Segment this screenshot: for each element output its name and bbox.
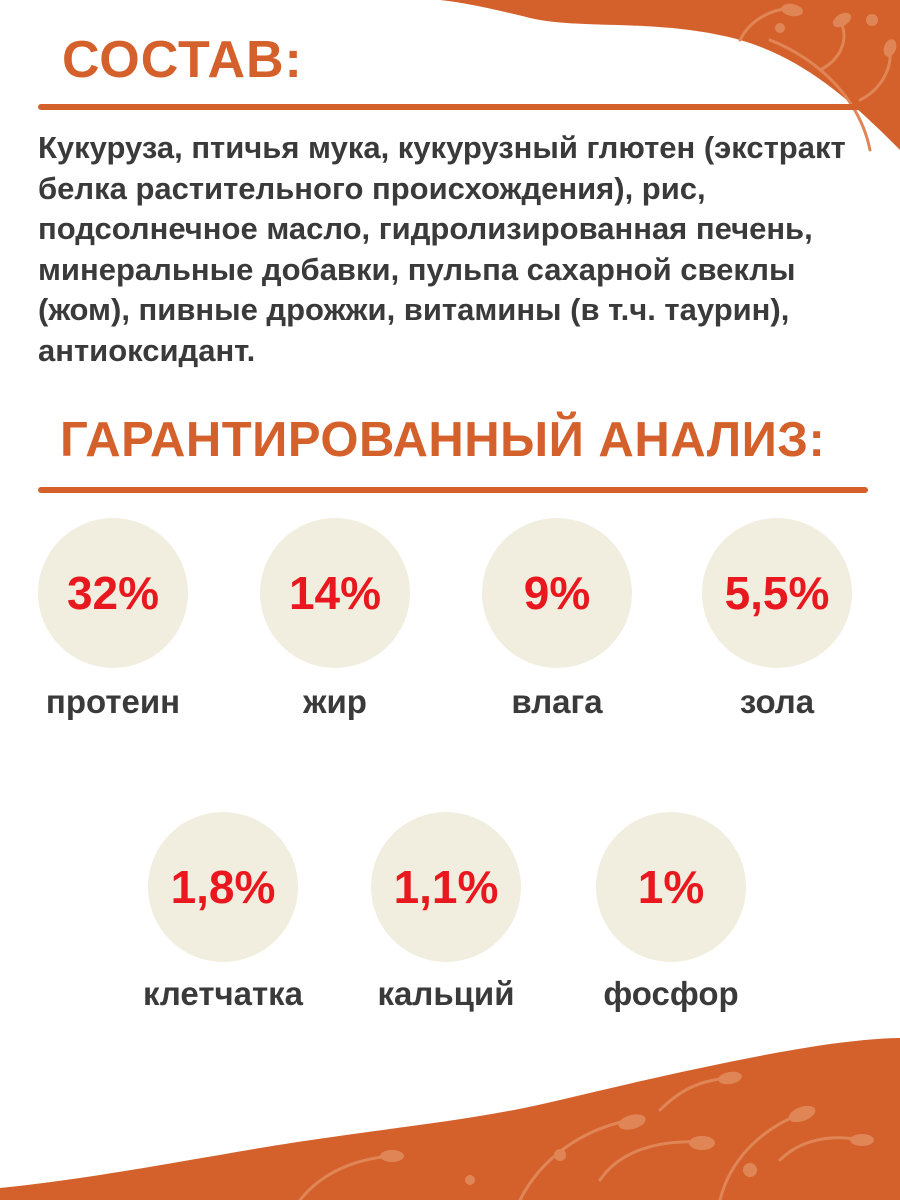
stat-circle: 1,1% xyxy=(371,812,521,962)
stat-circle: 5,5% xyxy=(702,518,852,668)
stat-value: 1,1% xyxy=(393,861,499,913)
stat-circle: 9% xyxy=(482,518,632,668)
stat-label: фосфор xyxy=(603,975,739,1012)
section-divider xyxy=(38,104,868,110)
stat-value: 5,5% xyxy=(724,567,830,619)
stat-label: зола xyxy=(739,683,815,720)
stat-label: кальций xyxy=(377,975,515,1012)
stat-value: 14% xyxy=(288,567,382,619)
floral-wave-decoration-bottom xyxy=(0,1038,900,1200)
stat-value: 9% xyxy=(523,567,591,619)
analysis-title: ГАРАНТИРОВАННЫЙ АНАЛИЗ: xyxy=(60,413,826,467)
stat-circle: 1,8% xyxy=(148,812,298,962)
composition-text: Кукуруза, птичья мука, кукурузный глютен… xyxy=(38,130,846,368)
stat-circle: 14% xyxy=(260,518,410,668)
stat-circle: 1% xyxy=(596,812,746,962)
stat-label: протеин xyxy=(45,683,181,720)
stat-label: влага xyxy=(511,683,603,720)
stat-label: клетчатка xyxy=(142,975,304,1012)
section-divider xyxy=(38,487,868,493)
stat-value: 1% xyxy=(637,861,705,913)
stat-label: жир xyxy=(303,683,367,720)
stat-circle: 32% xyxy=(38,518,188,668)
stat-value: 1,8% xyxy=(170,861,276,913)
composition-title: СОСТАВ: xyxy=(62,31,303,89)
stat-value: 32% xyxy=(66,567,160,619)
